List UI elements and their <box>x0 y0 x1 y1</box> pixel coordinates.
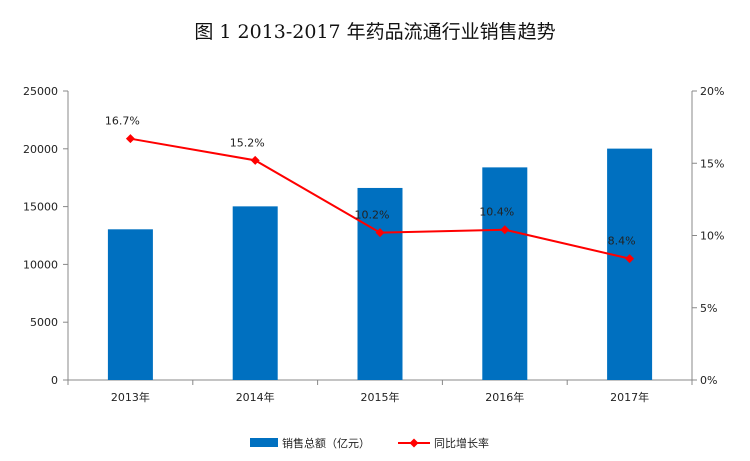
y-left-tick-label: 20000 <box>23 143 58 156</box>
x-tick-label: 2017年 <box>610 390 649 404</box>
bar-series <box>107 148 653 380</box>
x-tick-label: 2016年 <box>485 390 524 404</box>
y-right-tick-label: 20% <box>700 85 724 98</box>
axes: 0 5000 10000 15000 20000 25000 0% 5% 10% 15% 20% 20… <box>23 85 724 404</box>
legend-swatch-marker <box>409 438 419 448</box>
y-right-tick-label: 10% <box>700 230 724 243</box>
bar <box>607 148 653 380</box>
x-tick-label: 2013年 <box>111 390 150 404</box>
y-left-tick-label: 5000 <box>30 316 58 329</box>
chart-title: 图 1 2013-2017 年药品流通行业销售趋势 <box>194 21 555 43</box>
legend: 销售总额（亿元） 同比增长率 <box>250 436 489 450</box>
line-marker <box>250 155 260 165</box>
bar <box>232 206 278 380</box>
legend-label-line: 同比增长率 <box>434 436 489 450</box>
x-tick-label: 2014年 <box>236 390 275 404</box>
y-right-tick-label: 5% <box>700 302 717 315</box>
bar <box>482 167 528 380</box>
data-label: 16.7% <box>105 115 140 128</box>
line-marker <box>125 134 135 144</box>
data-label: 8.4% <box>608 235 636 248</box>
line-marker <box>625 254 635 264</box>
y-left-tick-label: 25000 <box>23 85 58 98</box>
y-left-tick-label: 0 <box>51 374 58 387</box>
y-left-tick-label: 15000 <box>23 201 58 214</box>
data-label: 10.4% <box>479 206 514 219</box>
line-marker <box>375 228 385 238</box>
legend-swatch-bar <box>250 438 278 447</box>
bar <box>107 229 153 380</box>
line-marker <box>500 225 510 235</box>
data-labels: 16.7% 15.2% 10.2% 10.4% 8.4% <box>105 115 636 248</box>
data-label: 10.2% <box>355 209 390 222</box>
y-right-tick-label: 15% <box>700 157 724 170</box>
bar <box>357 187 403 380</box>
legend-label-bar: 销售总额（亿元） <box>282 436 370 450</box>
line-series <box>125 134 635 264</box>
x-tick-label: 2015年 <box>361 390 400 404</box>
data-label: 15.2% <box>230 136 265 149</box>
y-left-tick-label: 10000 <box>23 258 58 271</box>
y-right-tick-label: 0% <box>700 374 717 387</box>
